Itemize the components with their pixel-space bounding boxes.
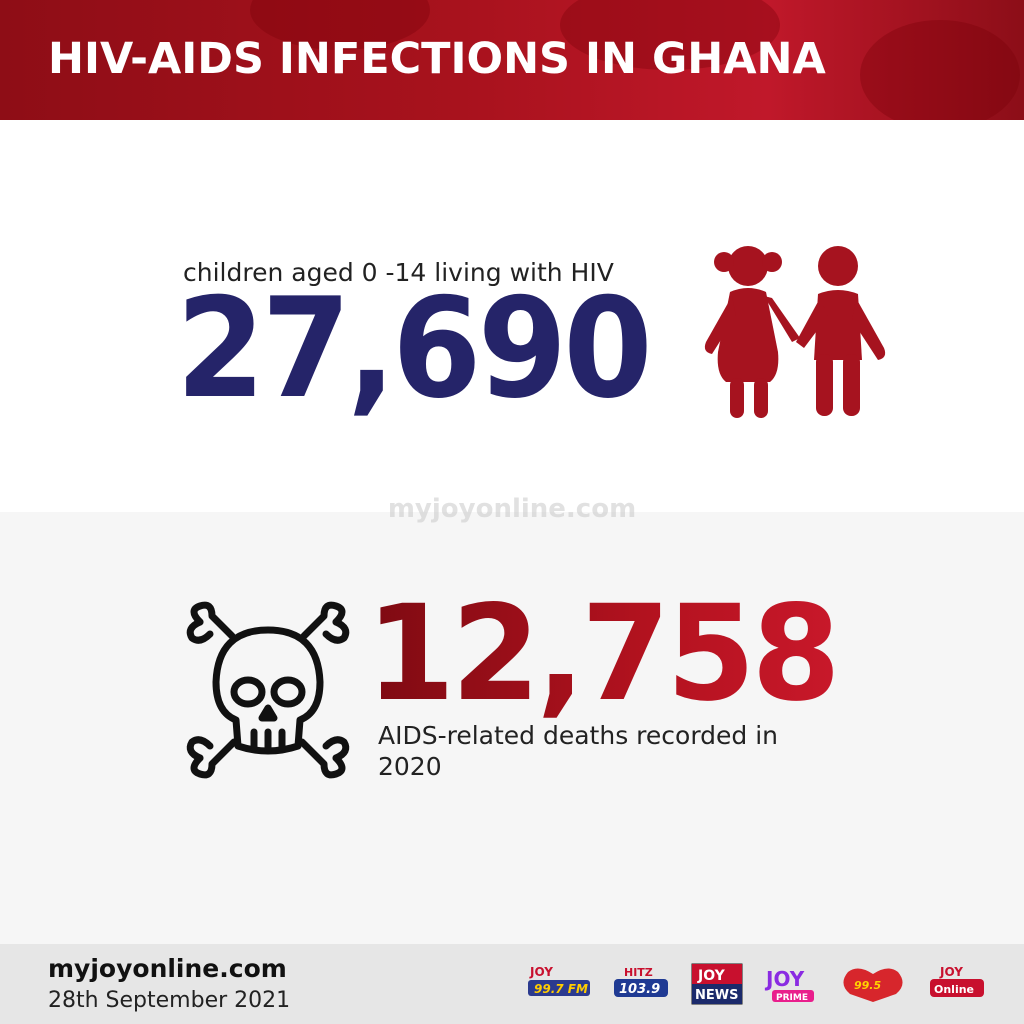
- children-stat-value: 27,690: [176, 268, 653, 429]
- svg-text:103.9: 103.9: [619, 982, 660, 997]
- svg-text:HITZ: HITZ: [624, 966, 653, 979]
- svg-text:99.7 FM: 99.7 FM: [534, 982, 588, 996]
- adom-fm-logo: 99.5: [843, 968, 903, 1002]
- header-banner: HIV-AIDS INFECTIONS IN GHANA: [0, 0, 1024, 120]
- hitz-fm-logo: HITZ 103.9: [614, 966, 668, 997]
- svg-text:JOY: JOY: [764, 967, 805, 991]
- joy-online-logo: JOY Online: [930, 965, 984, 997]
- svg-text:99.5: 99.5: [854, 979, 881, 992]
- joy-prime-logo: JOY PRIME: [764, 967, 814, 1003]
- joy-fm-logo: JOY 99.7 FM: [528, 965, 590, 996]
- page-title: HIV-AIDS INFECTIONS IN GHANA: [48, 34, 826, 84]
- children-stat-label: children aged 0 -14 living with HIV: [183, 258, 614, 287]
- svg-text:PRIME: PRIME: [776, 993, 808, 1003]
- joy-news-logo: JOY NEWS: [691, 963, 743, 1005]
- deaths-stat-label: AIDS-related deaths recorded in 2020: [378, 721, 779, 781]
- skull-crossbones-icon: [186, 601, 350, 779]
- deaths-stat-section: [0, 512, 1024, 944]
- children-icon: [704, 246, 886, 418]
- deaths-stat-value: 12,758: [366, 577, 841, 731]
- svg-text:NEWS: NEWS: [695, 988, 738, 1003]
- brand-logos: JOY 99.7 FM HITZ 103.9 JOY NEWS JOY PRIM…: [524, 962, 994, 1008]
- svg-text:JOY: JOY: [939, 965, 963, 979]
- footer-date: 28th September 2021: [48, 988, 291, 1013]
- svg-text:Online: Online: [934, 983, 974, 996]
- svg-text:JOY: JOY: [697, 968, 726, 984]
- footer-site: myjoyonline.com: [48, 954, 287, 983]
- svg-text:JOY: JOY: [529, 965, 553, 979]
- watermark: myjoyonline.com: [387, 494, 637, 524]
